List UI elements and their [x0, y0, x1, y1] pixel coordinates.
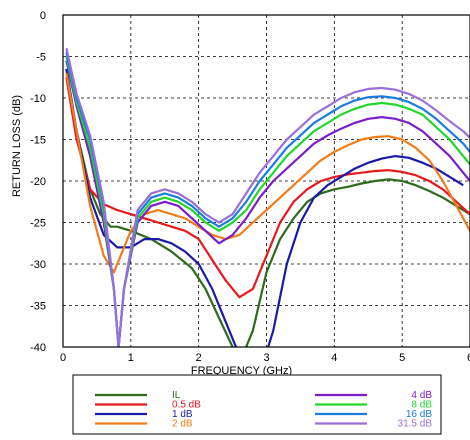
y-axis-label: RETURN LOSS (dB) [11, 95, 23, 197]
x-tick-label: 6 [467, 352, 470, 364]
series-line-1-db [65, 68, 464, 347]
y-tick-label: -40 [30, 342, 46, 354]
series-line-16-db [65, 52, 470, 347]
legend-label: 8 dB [411, 400, 432, 411]
x-tick-label: 0 [60, 352, 66, 364]
legend-label: 0.5 dB [172, 400, 201, 411]
x-tick-label: 1 [128, 352, 134, 364]
series-layer [65, 47, 470, 347]
y-tick-label: 0 [40, 10, 46, 22]
y-tick-label: -10 [30, 93, 46, 105]
series-line-il [65, 68, 470, 347]
series-line-8-db [65, 56, 470, 347]
legend-label: 4 dB [411, 390, 432, 401]
series-line-31-5-db [65, 47, 470, 347]
x-tick-label: 5 [399, 352, 405, 364]
legend-label: 2 dB [172, 419, 193, 430]
axis-ticks: 0 1 2 3 4 5 6 0 -5 -10 -15 -20 -25 -30 -35 -40 [30, 10, 470, 364]
legend-label: 16 dB [406, 409, 432, 420]
legend-label: 1 dB [172, 409, 193, 420]
series-line-2-db [65, 72, 470, 274]
x-tick-label: 4 [331, 352, 337, 364]
y-tick-label: -5 [36, 52, 46, 64]
y-tick-label: -30 [30, 259, 46, 271]
grid-lines [63, 15, 470, 347]
y-tick-label: -25 [30, 218, 46, 230]
x-tick-label: 3 [263, 352, 269, 364]
x-tick-label: 2 [196, 352, 202, 364]
y-tick-label: -35 [30, 301, 46, 313]
x-axis-label: FREQUENCY (GHz) [191, 365, 292, 377]
legend-label: 31.5 dB [398, 419, 433, 430]
plot-frame [62, 14, 470, 348]
series-line-0-5-db [65, 77, 470, 299]
y-tick-label: -20 [30, 176, 46, 188]
y-tick-label: -15 [30, 135, 46, 147]
legend-label: IL [172, 390, 181, 401]
